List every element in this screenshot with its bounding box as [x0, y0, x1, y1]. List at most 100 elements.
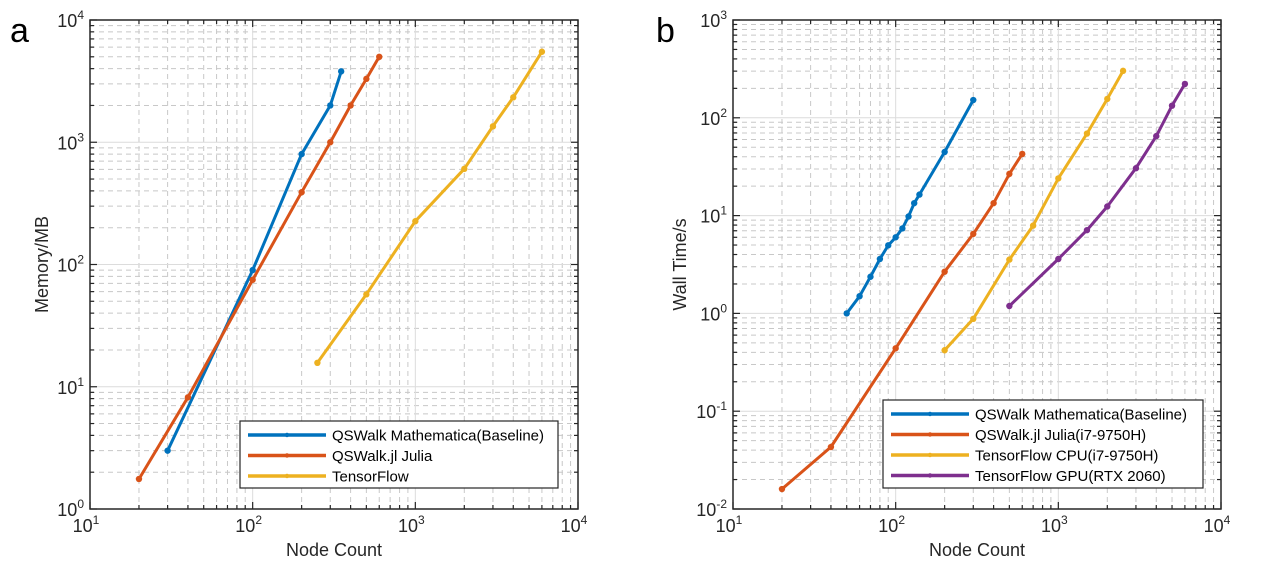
- data-point: [941, 268, 948, 275]
- data-point: [1006, 302, 1013, 310]
- x-tick-label: 104: [1204, 513, 1231, 536]
- data-point: [1168, 102, 1176, 109]
- data-point: [941, 148, 948, 156]
- tick-exponent: -1: [716, 399, 727, 413]
- legend-label: QSWalk.jl Julia: [332, 448, 433, 465]
- series-line: [1007, 82, 1187, 308]
- series-2: [941, 67, 1127, 354]
- tick-base: 10: [700, 207, 720, 227]
- data-point: [327, 102, 334, 109]
- panel-label: a: [10, 12, 29, 50]
- tick-base: 10: [696, 500, 716, 520]
- data-point: [314, 359, 321, 367]
- tick-exponent: 1: [77, 375, 84, 389]
- x-tick-label: 102: [878, 513, 905, 536]
- legend-item: TensorFlow GPU(RTX 2060): [891, 468, 1166, 485]
- tick-base: 10: [57, 378, 77, 398]
- legend-label: QSWalk Mathematica(Baseline): [332, 428, 544, 445]
- tick-exponent: 2: [720, 106, 727, 120]
- tick-exponent: 2: [898, 513, 905, 527]
- legend-label: QSWalk.jl Julia(i7-9750H): [975, 427, 1146, 444]
- legend: QSWalk Mathematica(Baseline) QSWalk.jl Ju…: [239, 420, 559, 489]
- y-tick-label: 100: [57, 497, 84, 520]
- data-point: [1181, 80, 1189, 88]
- y-tick-label: 100: [700, 301, 727, 324]
- data-point: [990, 199, 997, 207]
- data-point: [970, 96, 977, 104]
- data-point: [856, 292, 863, 300]
- tick-base: 10: [57, 11, 77, 31]
- data-point: [899, 225, 906, 232]
- series-3: [1006, 80, 1189, 310]
- legend-item: TensorFlow: [248, 469, 409, 486]
- tick-exponent: 3: [720, 8, 727, 22]
- data-point: [1019, 150, 1026, 158]
- data-point: [867, 273, 874, 280]
- y-tick-label: 101: [700, 204, 727, 227]
- tick-exponent: 2: [255, 513, 262, 527]
- tick-exponent: 2: [77, 253, 84, 267]
- y-tick-label: 102: [700, 106, 727, 129]
- data-point: [843, 310, 850, 317]
- tick-base: 10: [57, 256, 77, 276]
- data-point: [905, 213, 912, 220]
- tick-base: 10: [700, 304, 720, 324]
- legend-item: QSWalk Mathematica(Baseline): [891, 407, 1187, 424]
- legend-swatch-marker: [284, 432, 290, 438]
- tick-exponent: 3: [1061, 513, 1068, 527]
- tick-base: 10: [1204, 516, 1224, 536]
- data-point: [538, 48, 546, 55]
- y-tick-label: 10-1: [696, 399, 727, 422]
- y-tick-label: 103: [700, 8, 727, 31]
- tick-base: 10: [398, 516, 418, 536]
- y-axis-label: Wall Time/s: [670, 218, 690, 310]
- series-1: [778, 150, 1026, 493]
- data-point: [1055, 255, 1062, 263]
- y-tick-label: 104: [57, 8, 84, 31]
- data-point: [1055, 175, 1062, 182]
- x-tick-label: 104: [561, 513, 588, 536]
- legend-swatch-marker: [927, 452, 933, 458]
- y-tick-label: 102: [57, 253, 84, 276]
- data-point: [1083, 130, 1091, 137]
- x-tick-label: 101: [73, 513, 100, 536]
- legend-swatch-marker: [927, 432, 933, 437]
- data-point: [970, 315, 977, 323]
- tick-base: 10: [700, 11, 720, 31]
- tick-exponent: 1: [93, 513, 100, 527]
- data-point: [911, 199, 918, 207]
- data-point: [510, 94, 517, 101]
- y-axis-label: Memory/MB: [32, 216, 52, 313]
- tick-base: 10: [73, 516, 93, 536]
- ticks: [732, 19, 1222, 510]
- x-tick-label: 103: [398, 513, 425, 536]
- tick-exponent: 3: [418, 513, 425, 527]
- axes-box: [732, 19, 1222, 510]
- data-point: [1104, 203, 1111, 210]
- data-point: [327, 139, 334, 146]
- tick-exponent: 4: [581, 513, 588, 527]
- panel-label: b: [656, 12, 675, 50]
- y-tick-label: 103: [57, 130, 84, 153]
- data-point: [885, 242, 892, 249]
- data-point: [941, 347, 948, 354]
- series-line: [943, 69, 1125, 352]
- data-point: [1104, 95, 1111, 103]
- data-point: [1006, 256, 1013, 263]
- data-point: [135, 475, 143, 483]
- data-point: [298, 189, 305, 196]
- data-point: [376, 53, 383, 61]
- legend-label: TensorFlow GPU(RTX 2060): [975, 468, 1166, 485]
- legend-item: QSWalk Mathematica(Baseline): [248, 428, 544, 445]
- tick-base: 10: [700, 109, 720, 129]
- data-point: [184, 394, 192, 401]
- data-point: [347, 102, 354, 109]
- tick-exponent: 0: [77, 497, 84, 511]
- data-point: [892, 234, 899, 241]
- tick-base: 10: [716, 516, 736, 536]
- data-point: [916, 191, 923, 198]
- tick-exponent: 0: [720, 301, 727, 315]
